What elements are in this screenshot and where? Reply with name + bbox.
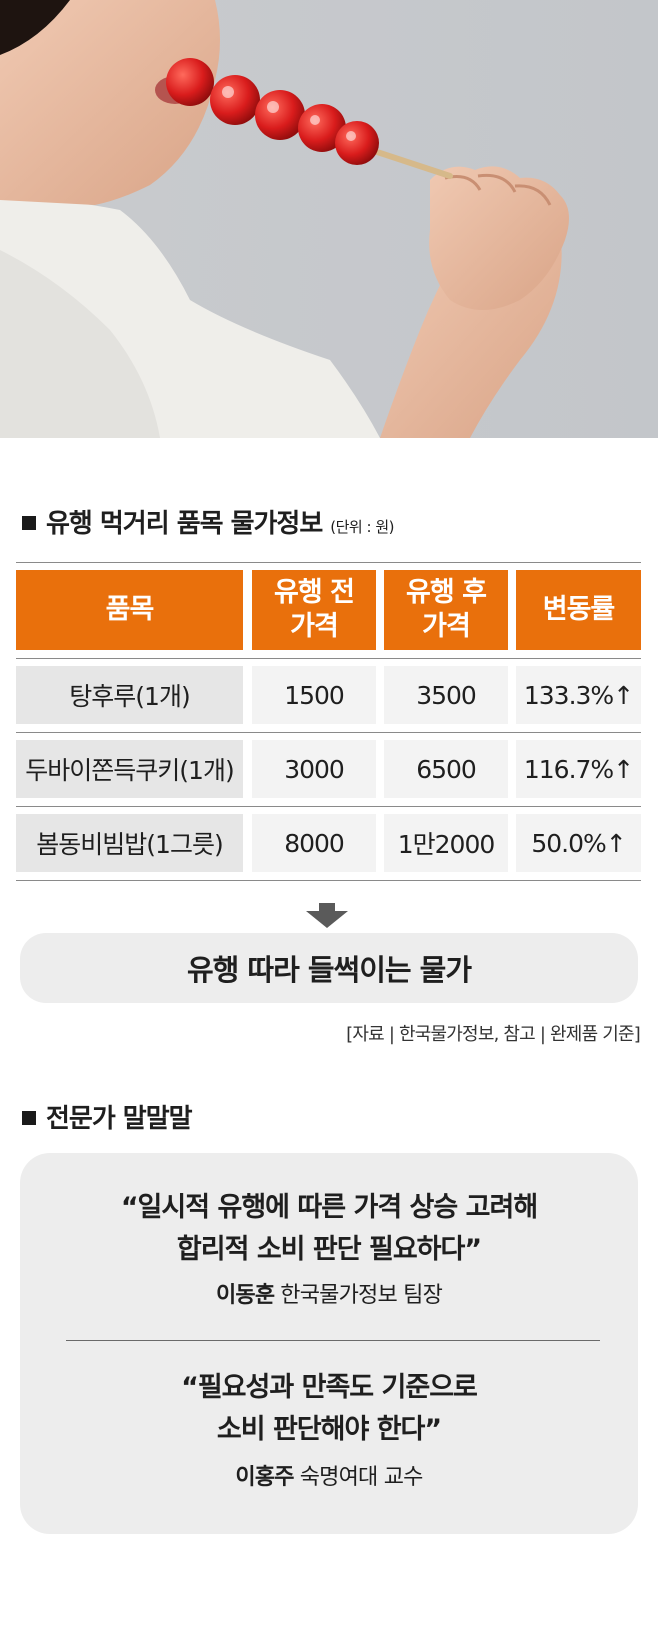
quote-divider xyxy=(66,1340,600,1341)
price-section-heading: 유행 먹거리 품목 물가정보 (단위 : 원) xyxy=(22,503,394,540)
table-top-rule xyxy=(16,562,641,563)
quote-2-name: 이홍주 xyxy=(235,1465,294,1490)
expert-section-title: 전문가 말말말 xyxy=(46,1104,193,1134)
down-arrow-icon xyxy=(306,903,348,928)
table-rule xyxy=(16,658,641,659)
tanghulu-illustration xyxy=(0,0,658,438)
table-row-1-change: 133.3%↑ xyxy=(516,666,641,724)
header-change-rate: 변동률 xyxy=(516,570,641,650)
header-change-label: 변동률 xyxy=(542,594,616,625)
quote-1-role: 한국물가정보 팀장 xyxy=(280,1283,443,1308)
expert-quotes-card: “일시적 유행에 따른 가격 상승 고려해 합리적 소비 판단 필요하다” 이동… xyxy=(20,1153,638,1534)
header-after-line1: 유행 후 xyxy=(406,577,487,608)
header-before-line2: 가격 xyxy=(290,611,339,642)
table-row-2-before: 3000 xyxy=(252,740,376,798)
conclusion-banner: 유행 따라 들썩이는 물가 xyxy=(20,933,638,1003)
header-item: 품목 xyxy=(16,570,243,650)
header-before-price: 유행 전 가격 xyxy=(252,570,376,650)
price-section-title: 유행 먹거리 품목 물가정보 xyxy=(46,509,323,539)
header-after-price: 유행 후 가격 xyxy=(384,570,508,650)
table-rule xyxy=(16,806,641,807)
table-row-1-item: 탕후루(1개) xyxy=(16,666,243,724)
quote-1-name: 이동훈 xyxy=(215,1283,275,1308)
table-rule xyxy=(16,732,641,733)
table-row-2-change: 116.7%↑ xyxy=(516,740,641,798)
banner-text: 유행 따라 들썩이는 물가 xyxy=(186,953,472,987)
quote-1-line2: 합리적 소비 판단 필요하다” xyxy=(176,1234,482,1265)
table-row-3-after: 1만2000 xyxy=(384,814,508,872)
quote-2-byline: 이홍주 숙명여대 교수 xyxy=(20,1459,638,1491)
expert-section-heading: 전문가 말말말 xyxy=(22,1098,193,1135)
table-row-1-after: 3500 xyxy=(384,666,508,724)
bullet-square-icon xyxy=(22,516,36,530)
header-after-line2: 가격 xyxy=(422,611,471,642)
source-note: [자료 | 한국물가정보, 참고 | 완제품 기준] xyxy=(346,1024,641,1045)
table-bottom-rule xyxy=(16,880,641,881)
table-row-3-before: 8000 xyxy=(252,814,376,872)
quote-1-line1: “일시적 유행에 따른 가격 상승 고려해 xyxy=(120,1192,538,1223)
quote-2: “필요성과 만족도 기준으로 소비 판단해야 한다” xyxy=(20,1367,638,1451)
header-item-label: 품목 xyxy=(105,594,155,625)
price-unit-label: (단위 : 원) xyxy=(330,518,394,536)
table-row-3-item: 봄동비빔밥(1그릇) xyxy=(16,814,243,872)
quote-1-byline: 이동훈 한국물가정보 팀장 xyxy=(20,1277,638,1309)
bullet-square-icon xyxy=(22,1111,36,1125)
quote-1: “일시적 유행에 따른 가격 상승 고려해 합리적 소비 판단 필요하다” xyxy=(20,1187,638,1271)
table-row-1-before: 1500 xyxy=(252,666,376,724)
table-row-2-item: 두바이쫀득쿠키(1개) xyxy=(16,740,243,798)
table-row-2-after: 6500 xyxy=(384,740,508,798)
hero-photo xyxy=(0,0,658,438)
quote-2-line1: “필요성과 만족도 기준으로 xyxy=(181,1372,478,1403)
quote-2-line2: 소비 판단해야 한다” xyxy=(216,1414,442,1445)
quote-2-role: 숙명여대 교수 xyxy=(299,1465,424,1490)
header-before-line1: 유행 전 xyxy=(274,577,355,608)
table-row-3-change: 50.0%↑ xyxy=(516,814,641,872)
